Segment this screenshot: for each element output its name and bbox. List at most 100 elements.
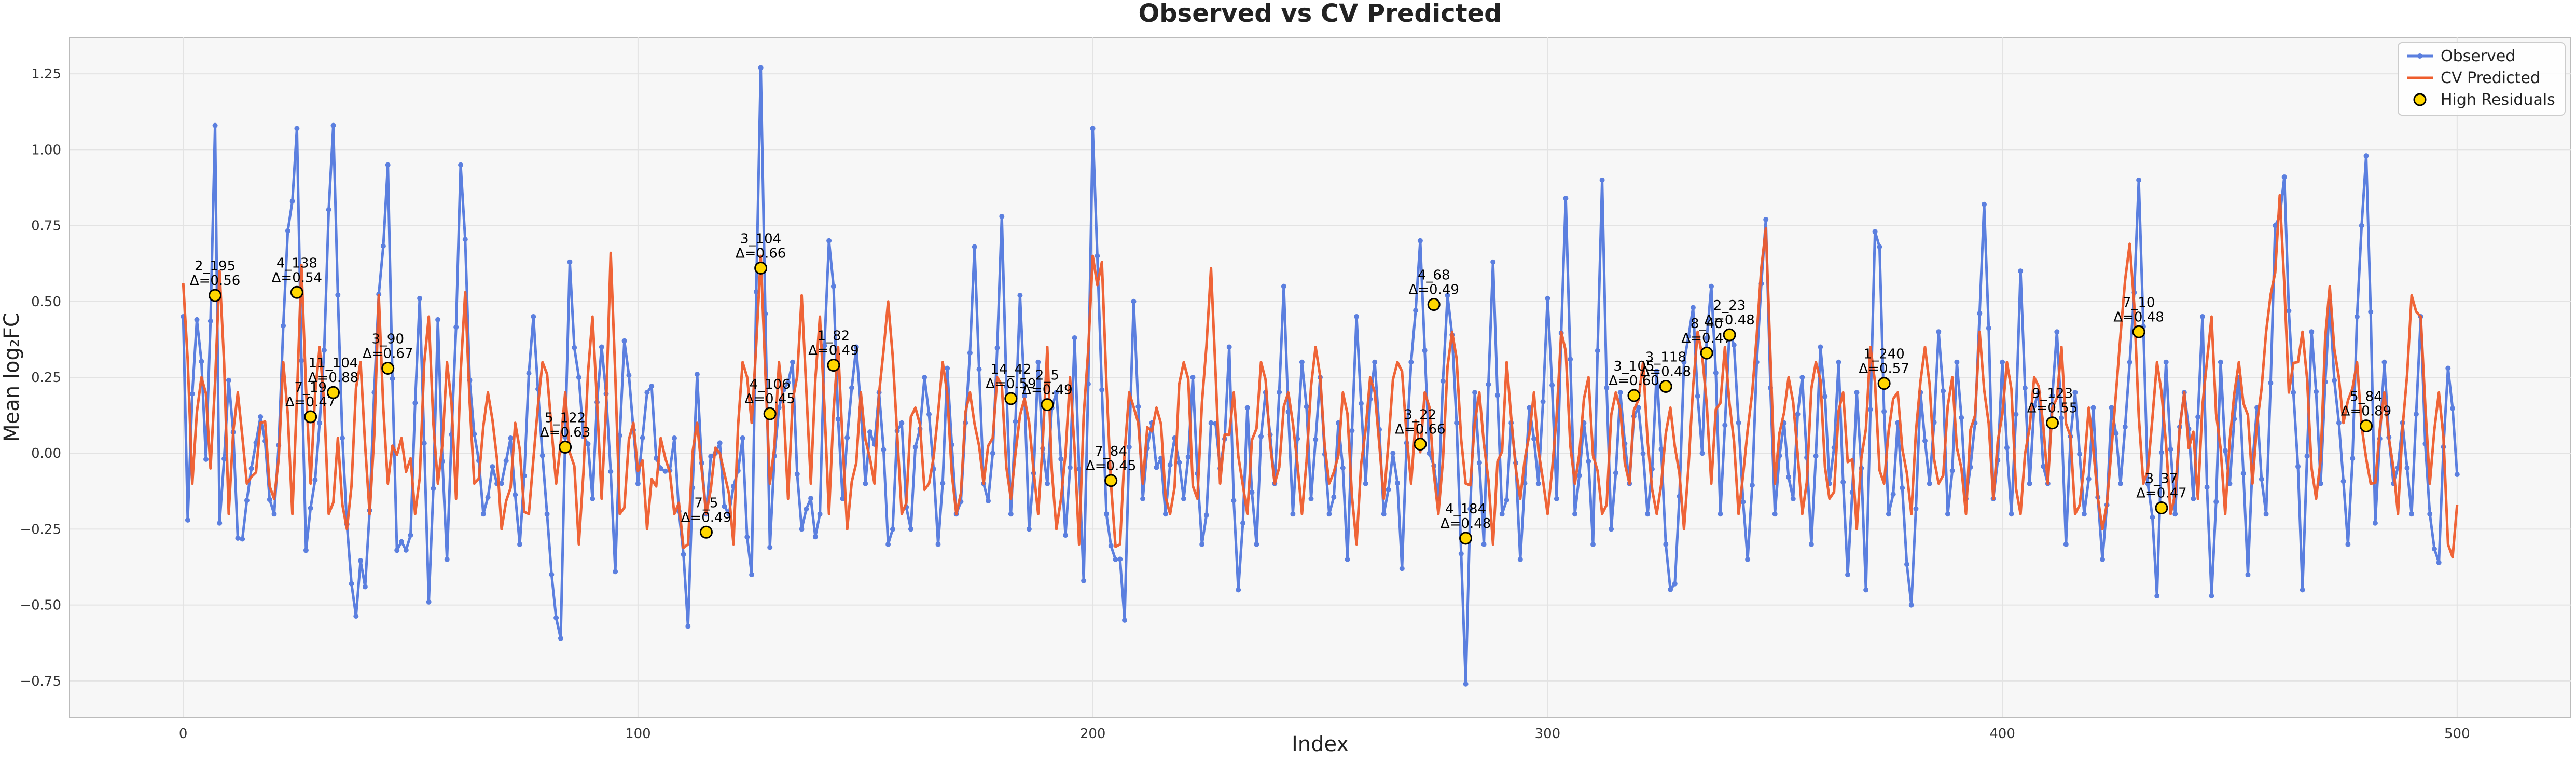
observed-point [2004,445,2010,451]
observed-point [226,377,231,383]
observed-point [744,534,750,540]
observed-point [1904,562,1909,567]
observed-point [1595,348,1600,353]
observed-point [558,635,563,641]
observed-point [1254,541,1259,547]
observed-point [2363,153,2369,159]
high-residual-delta-label: Δ=0.48 [1441,516,1491,532]
observed-point [513,492,518,498]
observed-point [2118,481,2123,486]
observed-point [1672,581,1678,587]
observed-point [2318,481,2323,486]
observed-point [2268,380,2274,386]
observed-point [621,338,627,344]
observed-point [1563,196,1569,201]
observed-point [207,318,213,324]
observed-point [244,498,250,503]
observed-point [1681,359,1687,365]
observed-point [1026,526,1032,532]
observed-point [2436,560,2442,565]
observed-point [2086,476,2092,482]
observed-point [2454,472,2460,478]
observed-point [1135,404,1141,410]
observed-point [212,122,218,128]
observed-point [285,228,290,234]
observed-point [380,243,386,249]
y-tick-label: −0.50 [20,598,61,614]
observed-point [2022,385,2028,391]
observed-point [1249,489,1255,495]
observed-point [1949,468,1955,473]
observed-point [1517,556,1523,562]
high-residual-marker [209,289,222,302]
observed-point [412,400,418,406]
high-residual-id-label: 4_184 [1445,501,1486,517]
observed-point [1599,177,1605,183]
observed-point [2314,389,2319,394]
observed-point [258,414,264,419]
observed-point [817,511,823,517]
observed-point [2049,393,2055,399]
observed-point [1854,390,1860,396]
observed-point [1745,556,1751,562]
observed-point [2136,177,2142,183]
observed-point [1686,334,1692,339]
high-residual-marker [2155,501,2168,514]
high-residual-id-label: 3_105 [1613,359,1654,374]
observed-point [2158,449,2164,455]
observed-point [1417,238,1423,243]
observed-point [1636,405,1641,411]
high-residual-marker [1004,392,1018,405]
observed-point [649,384,655,389]
observed-point [804,506,809,512]
observed-point [1818,344,1823,350]
observed-point [1617,390,1623,396]
observed-point [830,283,836,289]
observed-point [1022,393,1028,399]
observed-point [1154,465,1159,470]
series-layer [181,65,2460,687]
observed-point [672,435,677,441]
observed-point [490,464,495,470]
observed-point [199,359,204,364]
observed-point [2109,405,2114,411]
observed-point [1326,511,1332,517]
high-residual-id-label: 5_84 [2350,389,2383,405]
observed-point [1586,458,1591,464]
observed-point [562,434,568,440]
observed-point [1722,423,1728,428]
observed-point [635,481,641,486]
observed-point [2204,484,2210,490]
observed-point [2195,414,2201,420]
observed-point [844,435,850,441]
observed-point [1736,420,1741,426]
observed-point [967,350,973,356]
observed-point [885,541,891,547]
observed-point [2199,314,2205,319]
observed-point [1099,387,1105,392]
observed-point [2245,572,2251,578]
high-residual-id-label: 2_5 [1035,368,1059,384]
observed-point [462,237,468,242]
observed-point [1709,283,1714,289]
observed-point [1236,587,1241,593]
observed-point [403,547,409,553]
observed-point [1108,543,1114,549]
observed-point [235,536,241,541]
observed-point [1226,344,1232,350]
observed-point [1840,479,1846,485]
y-tick-label: 0.00 [31,446,61,461]
high-residual-id-label: 8_40 [1691,316,1723,332]
observed-point [1140,496,1146,501]
observed-point [1740,499,1746,505]
y-tick-label: −0.75 [20,674,61,689]
observed-point [1590,541,1596,547]
observed-point [1467,506,1473,512]
observed-point [435,317,441,322]
high-residual-marker [290,285,303,299]
high-residual-delta-label: Δ=0.88 [308,370,358,386]
observed-point [1795,411,1801,417]
observed-point [722,503,727,509]
observed-point [1285,409,1291,415]
observed-point [1549,383,1555,388]
